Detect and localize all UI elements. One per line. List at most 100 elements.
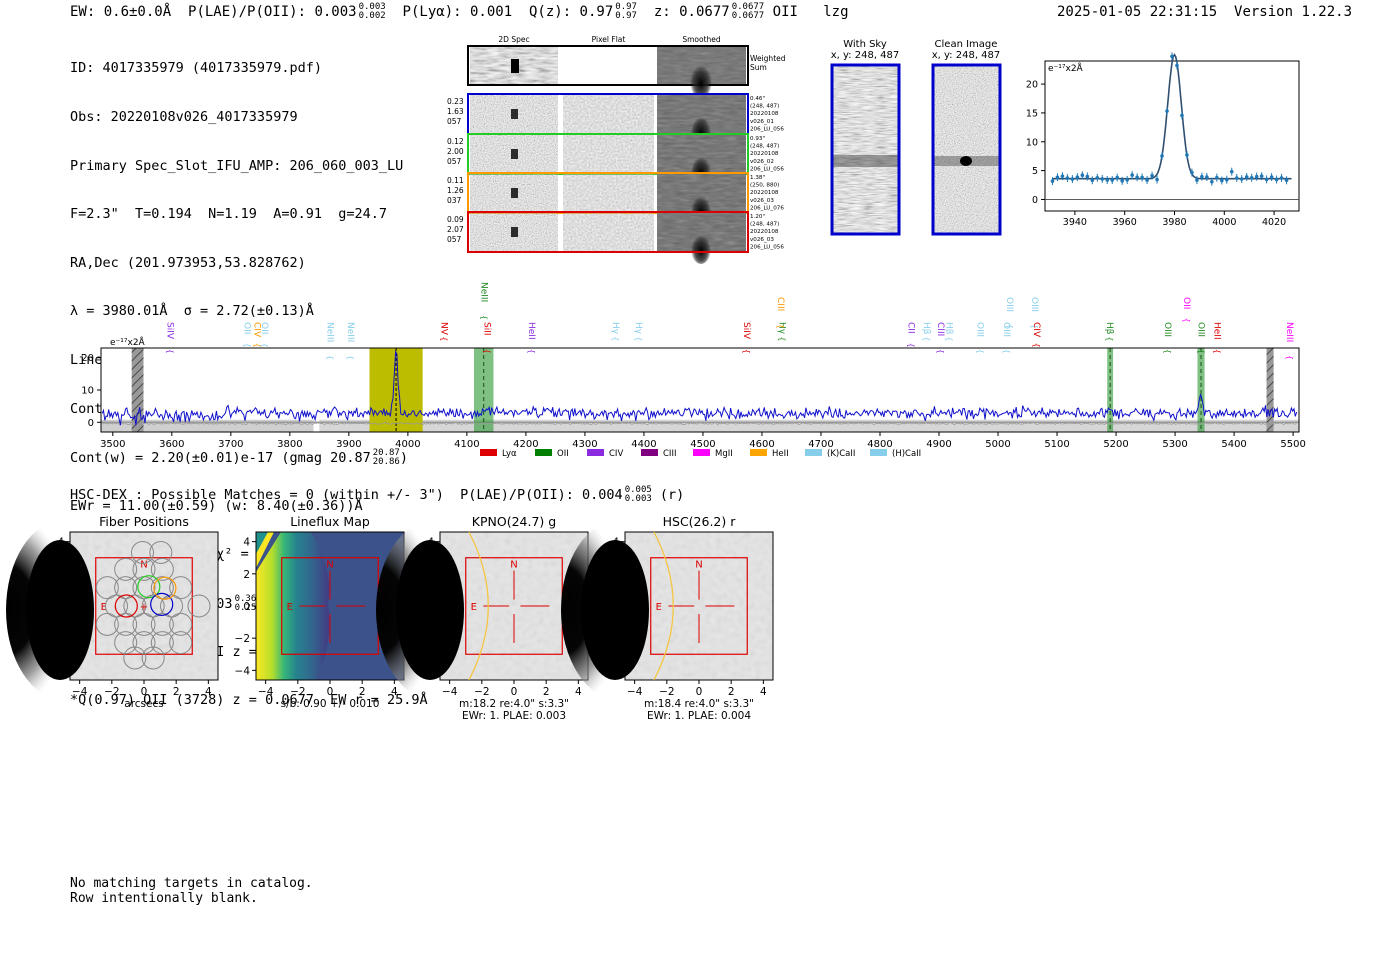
fit-data-point <box>1224 177 1229 182</box>
emission-line-bracket: { <box>1002 349 1011 354</box>
emission-line-label: OIII { <box>1001 322 1011 354</box>
fiber-row-stats: 0.23 <box>447 97 464 106</box>
map-x-tick: 0 <box>511 686 518 698</box>
emission-line-bracket: { <box>1285 355 1294 360</box>
fit-y-tick: 0 <box>1032 195 1038 206</box>
map-y-tick: 4 <box>612 537 619 549</box>
emission-line-label: SiII { <box>482 322 492 354</box>
galaxy-emission <box>561 520 677 700</box>
legend-swatch <box>587 449 604 456</box>
galaxy-ellipse <box>653 531 674 681</box>
fiber-row-border <box>467 133 749 175</box>
clean-image-border <box>931 63 1002 236</box>
emission-line-bracket: { <box>906 343 915 348</box>
header-q: Q(z): 0.97 <box>528 4 614 20</box>
emission-line-name: Hγ <box>633 322 643 335</box>
weighted-smoothed <box>657 47 746 84</box>
emission-line-label: CIII { <box>935 322 945 354</box>
emission-line-name: OIII <box>1196 322 1206 337</box>
legend-label: HeII <box>772 449 789 459</box>
fiber-2d-source <box>511 109 518 119</box>
fit-data-point <box>1115 175 1120 180</box>
emission-line-label: OIII{ <box>974 322 984 354</box>
fit-data-point <box>1284 178 1289 183</box>
with-sky-border <box>830 63 901 236</box>
info-lya: LyA z = 2.2739 OII z = 0.0677 <box>70 643 314 660</box>
fiber-row-stats: 1.26 <box>447 186 464 195</box>
map-y-tick: −2 <box>604 633 619 645</box>
clean-image-title: Clean Image <box>935 39 998 50</box>
with-sky-trace <box>833 155 898 167</box>
fiber-smoothed <box>657 135 746 173</box>
info-id: ID: 4017335979 (4017335979.pdf) <box>70 60 322 77</box>
emission-line-bracket: { <box>483 349 492 354</box>
fiber-row-stats: 2.00 <box>447 147 464 156</box>
fit-data-point <box>1195 178 1199 182</box>
emission-line-bracket: { <box>439 336 448 341</box>
fit-data-point <box>1085 174 1090 179</box>
fiber-row-border <box>467 93 749 135</box>
emission-line-bracket: { <box>778 336 787 341</box>
emission-line-label: CII { <box>905 322 915 348</box>
fit-data-point <box>1120 179 1124 183</box>
sky-band <box>319 419 1299 432</box>
fiber-row-meta: v026_01 <box>750 119 774 125</box>
emission-line-name: Hγ <box>777 322 787 335</box>
fit-x-tick: 3980 <box>1162 217 1186 228</box>
emission-line-name: OIII <box>1001 322 1011 337</box>
legend-label: OII <box>557 449 569 459</box>
main-x-tick: 4400 <box>631 439 656 450</box>
fit-y-tick: 10 <box>1026 137 1038 148</box>
map-y-tick: 2 <box>612 569 619 581</box>
map-y-tick: −4 <box>604 665 620 677</box>
emission-line-name: OII <box>1181 297 1191 309</box>
fiber-row-stats: 037 <box>447 196 462 205</box>
fit-y-tick: 15 <box>1026 108 1038 119</box>
cutout-col-label: 2D Spec <box>498 35 529 44</box>
emission-line-name: CII <box>905 322 915 334</box>
emission-line-bracket: { <box>922 336 931 341</box>
emission-line-name: Hβ <box>921 322 931 335</box>
emission-line-label: HeII { <box>1212 322 1222 354</box>
emission-line-name: SiIV <box>741 322 751 340</box>
map-x-tick: −2 <box>659 686 674 698</box>
fiber-row-meta: 20220108 <box>750 229 779 235</box>
aperture-box <box>465 557 563 655</box>
clean-image-trace <box>934 156 999 166</box>
info-q: *Q(0.97) OII (3728) z = 0.0677 EW r = 25… <box>70 692 428 709</box>
emission-line-name: NeIII <box>479 282 489 302</box>
fiber-2d-source <box>511 227 518 237</box>
main-x-tick: 4300 <box>572 439 597 450</box>
info-sn: S/N = 22.3(±0.3) χ² = 1.0(±0.2) <box>70 546 331 563</box>
fit-data-point <box>1244 175 1249 179</box>
weighted-smoothed-noise <box>657 47 746 84</box>
fit-y-tick: 20 <box>1026 80 1038 91</box>
legend-label: MgII <box>715 449 733 459</box>
emission-line-bracket: { <box>480 315 489 320</box>
emission-line-name: SiII <box>482 322 492 336</box>
header-plae: P(LAE)/P(OII): 0.003 <box>188 4 357 20</box>
fiber-row-meta: 206_LU_056 <box>750 126 784 132</box>
fiber-row-stats: 1.63 <box>447 107 464 116</box>
fiber-row-meta: v026_03 <box>750 198 774 204</box>
emission-line-label: Hβ{ <box>1104 322 1114 341</box>
detection-info: ID: 4017335979 (4017335979.pdf) Obs: 202… <box>70 28 428 725</box>
emission-line-name: CIV <box>1031 322 1041 338</box>
masked-region <box>1266 348 1274 432</box>
fiber-smoothed-source <box>691 114 711 146</box>
fit-unit-label: e⁻¹⁷x2Å <box>1048 62 1084 74</box>
fit-data-point <box>1269 175 1274 179</box>
legend-label: (K)CaII <box>827 449 855 459</box>
fiber-2d-source <box>511 149 518 159</box>
emission-line-name: OIII <box>1029 297 1039 312</box>
map-x-tick: 0 <box>696 686 703 698</box>
emission-line-bracket: { <box>742 349 751 354</box>
clean-image <box>934 66 999 233</box>
fit-data-point <box>1105 178 1110 182</box>
emission-line-name: Hβ <box>1104 322 1114 335</box>
fit-data-point <box>1060 174 1065 178</box>
fit-data-point <box>1215 175 1219 180</box>
map-y-tick: 0 <box>612 601 619 613</box>
emission-line-name: Hβ <box>944 322 954 335</box>
fit-data-point <box>1254 174 1259 179</box>
